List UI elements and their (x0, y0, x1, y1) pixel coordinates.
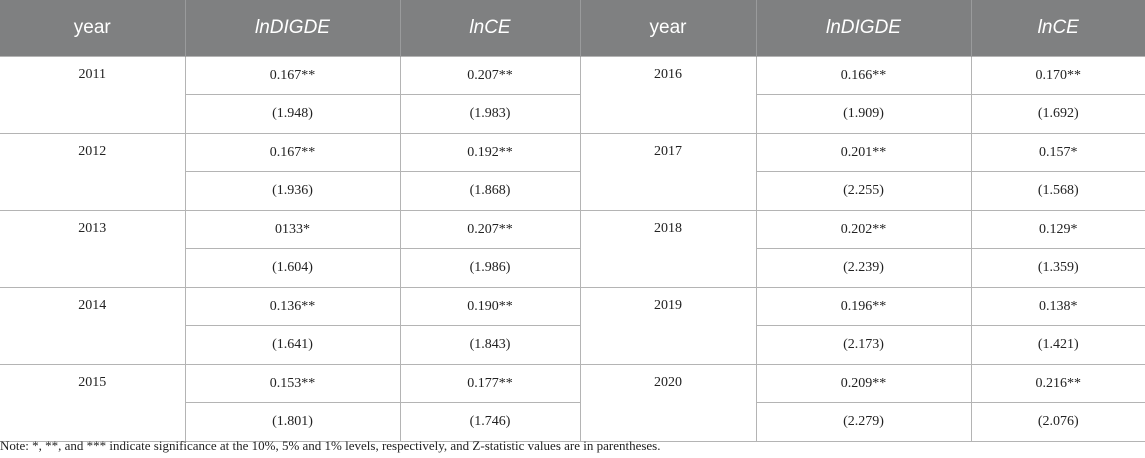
lnce-z-statistic: (1.843) (399, 325, 581, 365)
lnce-coefficient: 0.129* (970, 210, 1145, 249)
lndigde-z-statistic: (2.173) (755, 325, 972, 365)
year-cell: 2020 (579, 364, 757, 442)
lnce-coefficient: 0.170** (970, 56, 1145, 95)
lndigde-z-statistic: (1.801) (185, 402, 401, 442)
lnce-z-statistic: (1.692) (970, 94, 1145, 134)
lndigde-coefficient: 0133* (184, 210, 401, 249)
lnce-z-statistic: (2.076) (970, 402, 1145, 442)
results-table: year lnDIGDE lnCE year lnDIGDE lnCE 2011… (0, 0, 1145, 442)
table-row: (1.641) (1.843) (2.173) (1.421) (0, 325, 1145, 365)
lndigde-coefficient: 0.136** (184, 287, 401, 326)
header-lnce: lnCE (399, 0, 580, 57)
lndigde-coefficient: 0.196** (755, 287, 972, 326)
table-row: (1.801) (1.746) (2.279) (2.076) (0, 402, 1145, 442)
lndigde-z-statistic: (1.909) (755, 94, 972, 134)
lnce-coefficient: 0.207** (399, 210, 581, 249)
lndigde-z-statistic: (2.255) (755, 171, 972, 211)
year-cell: 2018 (579, 210, 757, 288)
table-row: 2013 0133* 0.207** 2018 0.202** 0.129* (0, 210, 1145, 288)
lnce-coefficient: 0.157* (970, 133, 1145, 172)
year-cell: 2017 (579, 133, 757, 211)
header-lnce: lnCE (970, 0, 1145, 57)
lndigde-z-statistic: (1.936) (185, 171, 401, 211)
lndigde-z-statistic: (1.604) (185, 248, 401, 288)
year-cell: 2012 (0, 133, 186, 211)
year-cell: 2014 (0, 287, 186, 365)
lnce-coefficient: 0.177** (399, 364, 581, 403)
lnce-z-statistic: (1.746) (399, 402, 581, 442)
lndigde-z-statistic: (2.239) (755, 248, 972, 288)
year-cell: 2016 (579, 56, 757, 134)
lnce-coefficient: 0.190** (399, 287, 581, 326)
lndigde-coefficient: 0.153** (184, 364, 401, 403)
lnce-z-statistic: (1.359) (970, 248, 1145, 288)
lnce-coefficient: 0.138* (970, 287, 1145, 326)
lndigde-z-statistic: (1.948) (185, 94, 401, 134)
year-cell: 2019 (579, 287, 757, 365)
lndigde-coefficient: 0.201** (755, 133, 972, 172)
header-year: year (0, 0, 185, 57)
lnce-coefficient: 0.192** (399, 133, 581, 172)
table-row: (1.936) (1.868) (2.255) (1.568) (0, 171, 1145, 211)
lnce-z-statistic: (1.983) (399, 94, 581, 134)
lnce-z-statistic: (1.421) (970, 325, 1145, 365)
lndigde-coefficient: 0.166** (755, 56, 972, 95)
table-row: 2011 0.167** 0.207** 2016 0.166** 0.170*… (0, 56, 1145, 134)
lndigde-coefficient: 0.167** (184, 56, 401, 95)
table-row: (1.604) (1.986) (2.239) (1.359) (0, 248, 1145, 288)
header-lndigde: lnDIGDE (184, 0, 400, 57)
header-year: year (579, 0, 756, 57)
lnce-coefficient: 0.216** (970, 364, 1145, 403)
lnce-z-statistic: (1.568) (970, 171, 1145, 211)
lndigde-z-statistic: (1.641) (185, 325, 401, 365)
table-row: 2012 0.167** 0.192** 2017 0.201** 0.157* (0, 133, 1145, 211)
lndigde-coefficient: 0.209** (755, 364, 972, 403)
table-row: 2014 0.136** 0.190** 2019 0.196** 0.138* (0, 287, 1145, 365)
year-cell: 2015 (0, 364, 186, 442)
table-footnote: Note: *, **, and *** indicate significan… (0, 438, 661, 453)
lnce-coefficient: 0.207** (399, 56, 581, 95)
lndigde-coefficient: 0.202** (755, 210, 972, 249)
year-cell: 2013 (0, 210, 186, 288)
lnce-z-statistic: (1.986) (399, 248, 581, 288)
table-header-row: year lnDIGDE lnCE year lnDIGDE lnCE (0, 0, 1145, 57)
year-cell: 2011 (0, 56, 186, 134)
lndigde-z-statistic: (2.279) (755, 402, 972, 442)
lndigde-coefficient: 0.167** (184, 133, 401, 172)
table-row: 2015 0.153** 0.177** 2020 0.209** 0.216*… (0, 364, 1145, 442)
header-lndigde: lnDIGDE (755, 0, 971, 57)
lnce-z-statistic: (1.868) (399, 171, 581, 211)
